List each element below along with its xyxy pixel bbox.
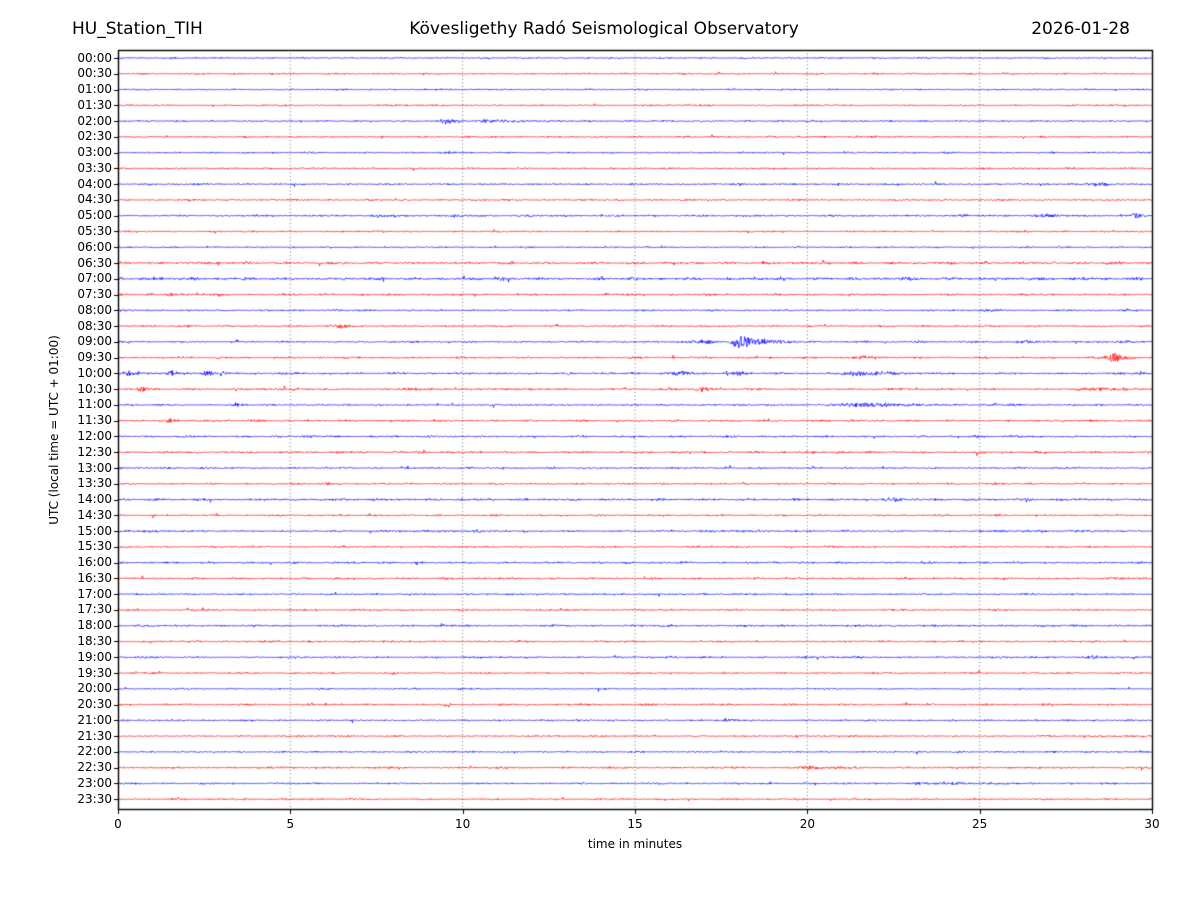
row-time-label: 08:00 [77, 302, 112, 317]
x-tick-label: 20 [799, 817, 815, 831]
row-time-label: 11:00 [77, 397, 112, 412]
row-time-label: 19:00 [77, 649, 112, 664]
row-time-label: 17:30 [77, 602, 112, 617]
row-time-label: 21:30 [77, 728, 112, 743]
x-tick-label: 25 [972, 817, 988, 831]
row-time-label: 00:00 [77, 50, 112, 65]
y-axis-title: UTC (local time = UTC + 01:00) [47, 335, 61, 525]
row-time-label: 10:00 [77, 365, 112, 380]
row-time-label: 02:30 [77, 129, 112, 144]
row-time-label: 19:30 [77, 665, 112, 680]
row-time-label: 18:30 [77, 633, 112, 648]
row-time-label: 21:00 [77, 712, 112, 727]
row-time-label: 04:00 [77, 176, 112, 191]
row-time-label: 17:00 [77, 586, 112, 601]
station-title: HU_Station_TIH [72, 19, 203, 39]
row-time-label: 01:00 [77, 82, 112, 97]
row-time-label: 05:30 [77, 223, 112, 238]
observatory-title: Kövesligethy Radó Seismological Observat… [409, 19, 799, 39]
row-time-label: 06:30 [77, 255, 112, 270]
date-label: 2026-01-28 [1031, 19, 1130, 39]
row-time-label: 07:00 [77, 271, 112, 286]
row-time-label: 22:30 [77, 760, 112, 775]
row-time-label: 09:30 [77, 350, 112, 365]
row-time-label: 20:00 [77, 681, 112, 696]
x-axis-title: time in minutes [587, 837, 683, 851]
row-time-label: 07:30 [77, 287, 112, 302]
row-time-label: 20:30 [77, 697, 112, 712]
row-time-label: 10:30 [77, 381, 112, 396]
row-time-label: 14:00 [77, 492, 112, 507]
row-time-label: 08:30 [77, 318, 112, 333]
row-time-label: 05:00 [77, 208, 112, 223]
row-time-label: 11:30 [77, 413, 112, 428]
x-tick-label: 30 [1144, 817, 1160, 831]
row-time-label: 15:30 [77, 539, 112, 554]
row-time-label: 14:30 [77, 507, 112, 522]
row-time-label: 13:00 [77, 460, 112, 475]
x-tick-label: 10 [455, 817, 471, 831]
row-time-label: 04:30 [77, 192, 112, 207]
x-tick-label: 0 [114, 817, 122, 831]
row-time-label: 12:30 [77, 444, 112, 459]
row-time-label: 13:30 [77, 476, 112, 491]
row-time-label: 16:30 [77, 570, 112, 585]
row-time-label: 03:00 [77, 145, 112, 160]
row-time-label: 16:00 [77, 555, 112, 570]
row-time-label: 06:00 [77, 239, 112, 254]
row-time-label: 23:00 [77, 775, 112, 790]
row-time-label: 00:30 [77, 66, 112, 81]
row-time-label: 09:00 [77, 334, 112, 349]
row-time-label: 01:30 [77, 97, 112, 112]
row-time-label: 15:00 [77, 523, 112, 538]
row-time-label: 02:00 [77, 113, 112, 128]
row-time-label: 03:30 [77, 160, 112, 175]
row-time-label: 12:00 [77, 428, 112, 443]
x-tick-label: 15 [627, 817, 643, 831]
x-tick-label: 5 [286, 817, 295, 831]
row-time-label: 22:00 [77, 744, 112, 759]
row-time-label: 23:30 [77, 791, 112, 806]
row-time-label: 18:00 [77, 618, 112, 633]
